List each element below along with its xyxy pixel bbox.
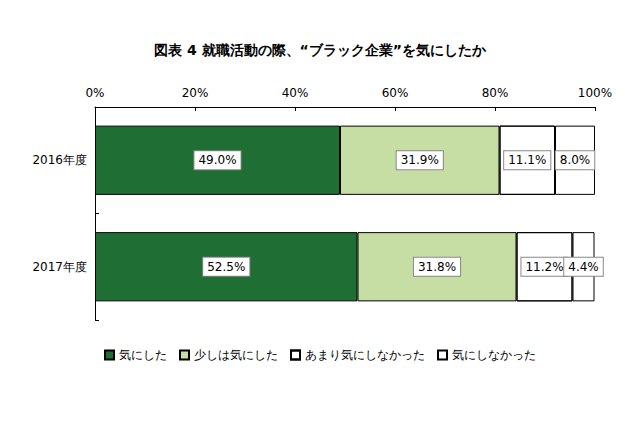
svg-text:少しは気にした: 少しは気にした [194, 348, 278, 362]
svg-text:気にした: 気にした [119, 348, 167, 362]
svg-text:図表 4 就職活動の際、“ブラック企業”を気にしたか: 図表 4 就職活動の際、“ブラック企業”を気にしたか [154, 42, 487, 58]
svg-text:52.5%: 52.5% [207, 260, 245, 274]
svg-text:あまり気にしなかった: あまり気にしなかった [305, 348, 425, 362]
svg-text:100%: 100% [578, 86, 612, 100]
svg-text:60%: 60% [382, 86, 409, 100]
svg-text:31.8%: 31.8% [418, 260, 456, 274]
svg-text:0%: 0% [85, 86, 104, 100]
svg-text:8.0%: 8.0% [560, 153, 591, 167]
svg-text:40%: 40% [282, 86, 309, 100]
svg-text:4.4%: 4.4% [568, 260, 599, 274]
svg-text:49.0%: 49.0% [198, 153, 236, 167]
svg-text:2017年度: 2017年度 [32, 260, 87, 274]
svg-text:11.2%: 11.2% [525, 260, 563, 274]
svg-text:気にしなかった: 気にしなかった [452, 348, 536, 362]
svg-text:20%: 20% [182, 86, 209, 100]
svg-text:80%: 80% [482, 86, 509, 100]
svg-text:2016年度: 2016年度 [32, 153, 87, 167]
svg-text:31.9%: 31.9% [401, 153, 439, 167]
svg-text:11.1%: 11.1% [508, 153, 546, 167]
